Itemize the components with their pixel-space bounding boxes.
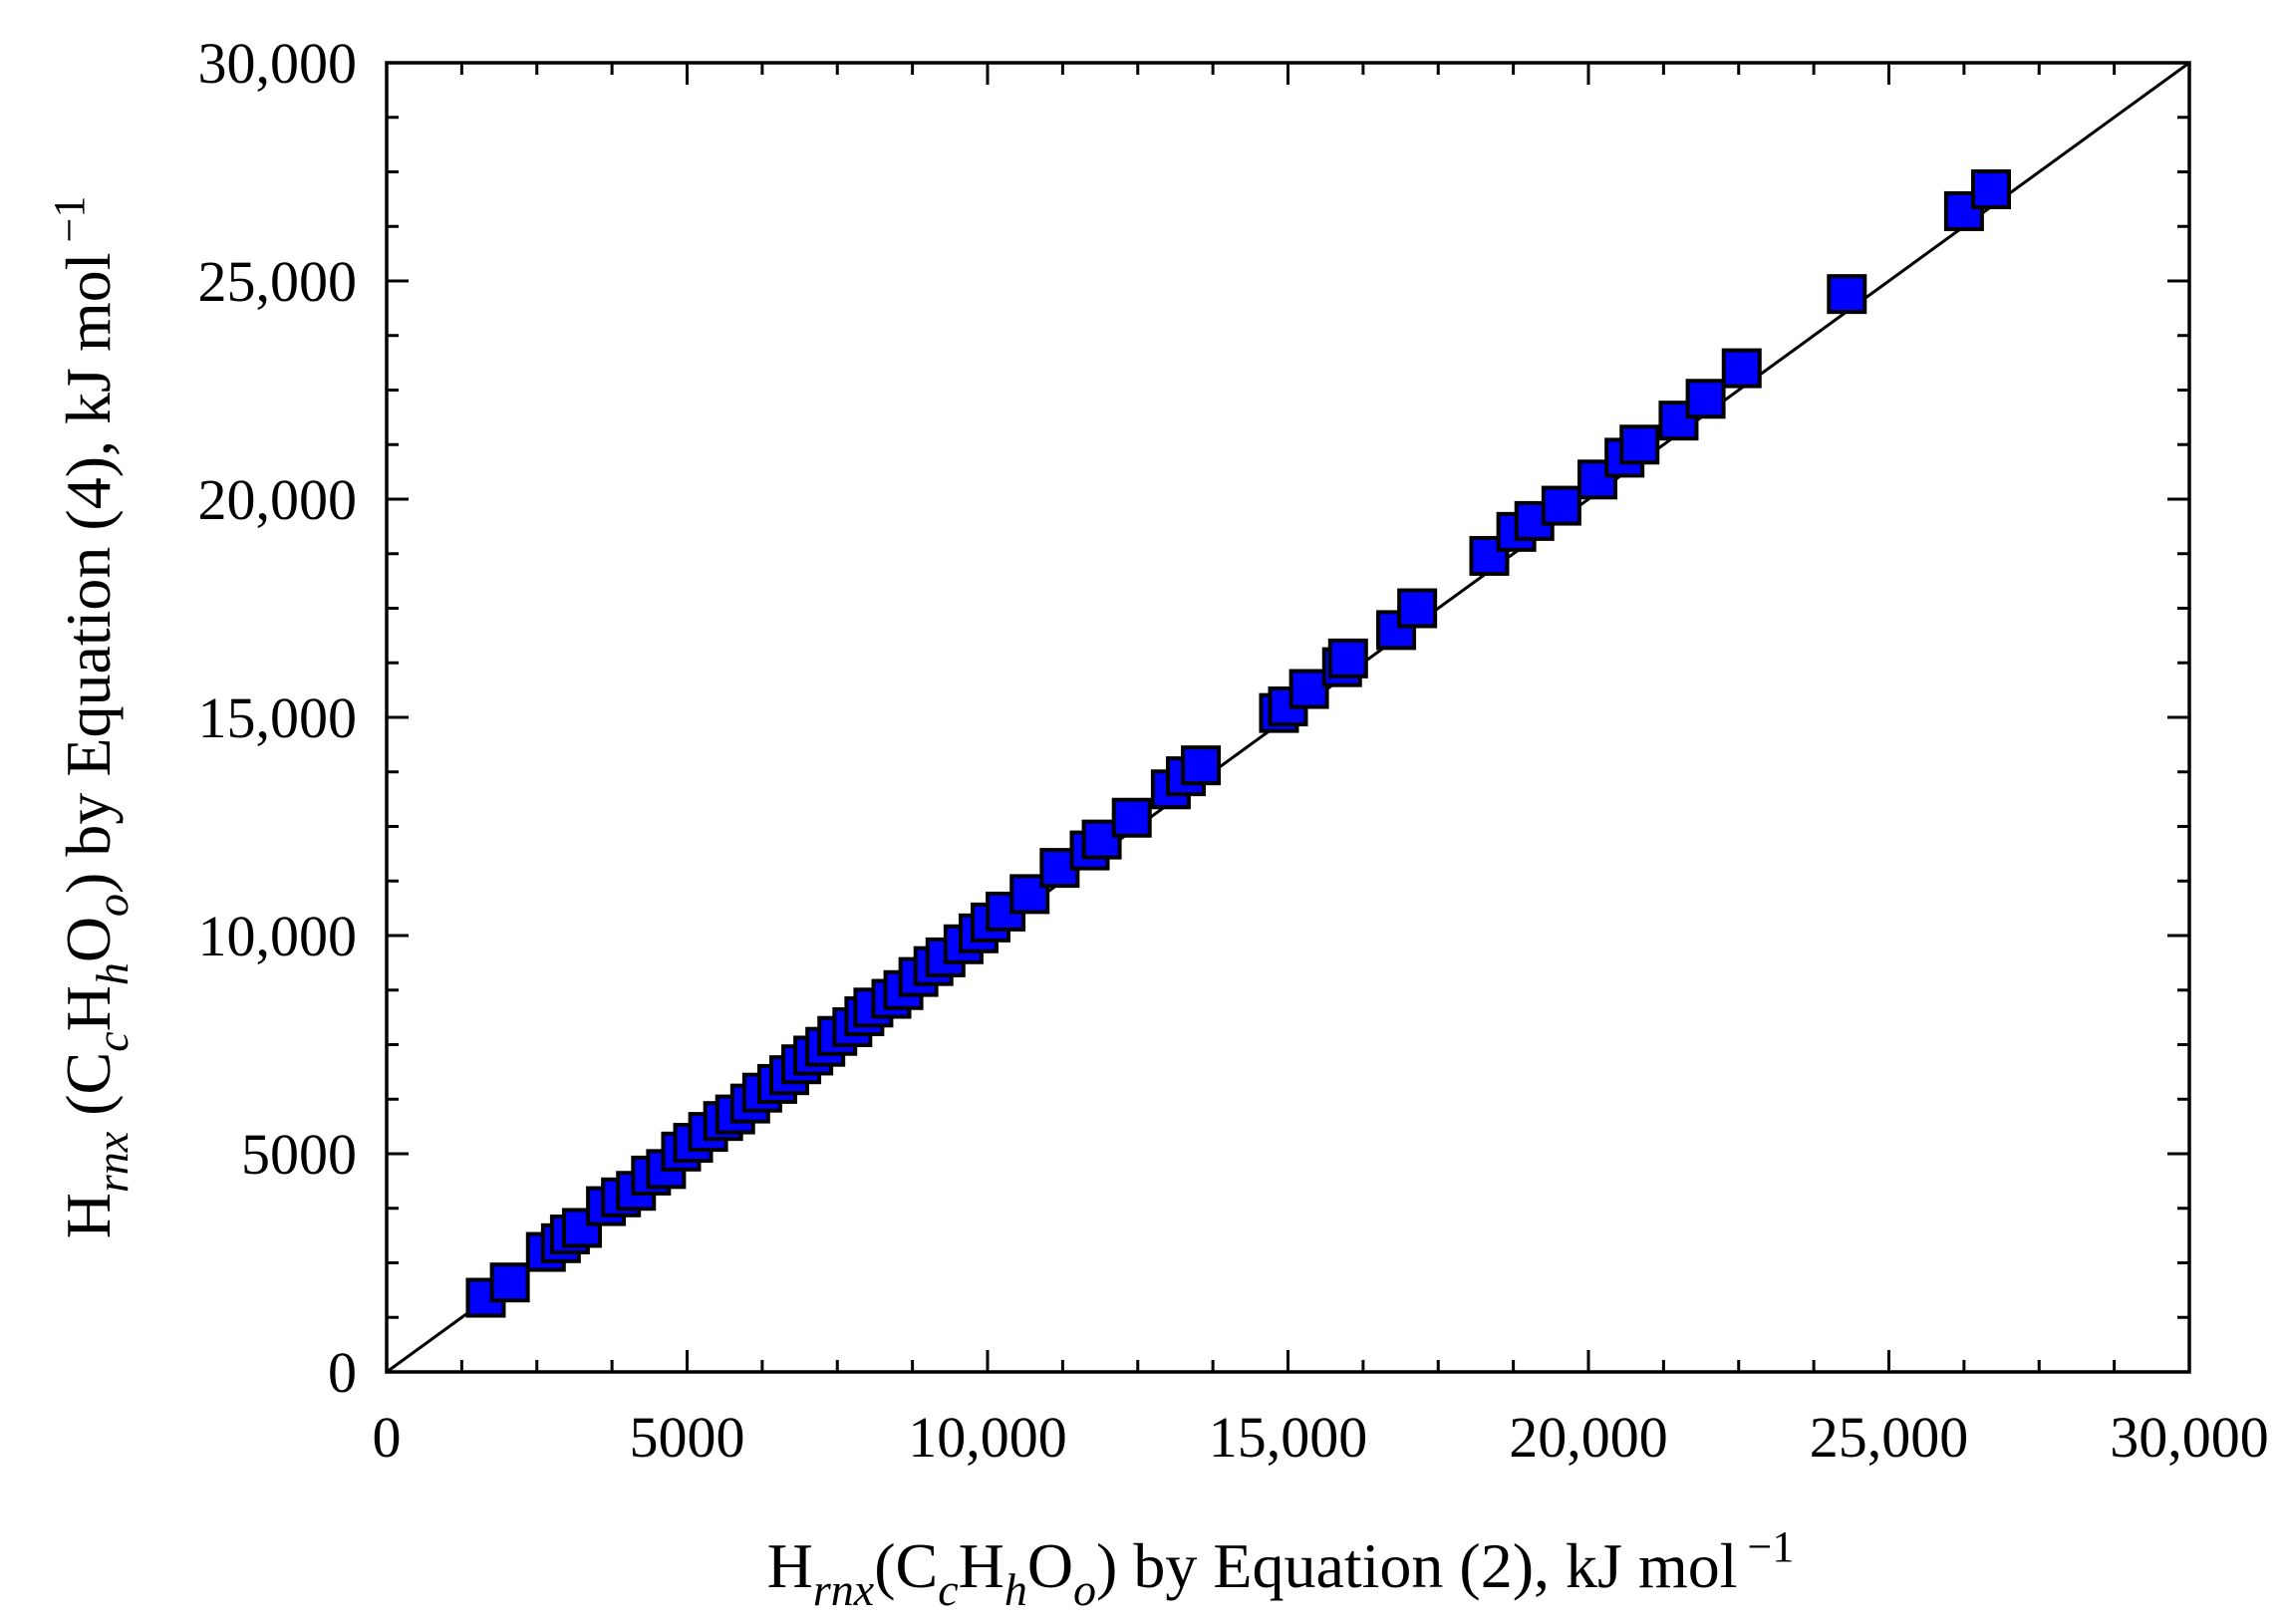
y-tick-label: 30,000	[198, 31, 358, 96]
x-tick-label: 0	[373, 1405, 402, 1470]
data-point	[1376, 610, 1417, 651]
data-point	[1619, 424, 1660, 465]
data-point	[1971, 169, 2012, 210]
data-points	[465, 169, 2012, 1318]
y-axis-title: Hrnx (CcHhOo) by Equation (4), kJ mol−1	[45, 196, 138, 1239]
x-tick-label: 10,000	[908, 1405, 1067, 1470]
data-point	[1009, 874, 1050, 915]
x-tick-label: 25,000	[1810, 1405, 1969, 1470]
x-tick-label: 15,000	[1209, 1405, 1368, 1470]
y-tick-label: 10,000	[198, 904, 358, 968]
data-point	[1685, 379, 1726, 419]
x-axis-title: Hrnx(CcHhOo) by Equation (2), kJ mol −1	[767, 1522, 1795, 1615]
data-point	[1111, 797, 1152, 838]
x-axis: 0 5000 10,000 15,000 20,000 25,000 30,000	[373, 63, 2269, 1470]
data-point	[1541, 485, 1581, 526]
y-tick-label: 20,000	[198, 467, 358, 532]
y-tick-label: 25,000	[198, 249, 358, 314]
data-point	[1288, 669, 1329, 709]
x-tick-label: 20,000	[1509, 1405, 1668, 1470]
data-point	[1181, 745, 1222, 786]
y-tick-label: 0	[328, 1340, 357, 1405]
x-tick-label: 5000	[630, 1405, 745, 1470]
y-tick-label: 5000	[241, 1122, 357, 1187]
x-tick-label: 30,000	[2110, 1405, 2269, 1470]
data-point	[1397, 588, 1438, 629]
data-point	[1827, 274, 1867, 315]
data-point	[1327, 638, 1368, 678]
data-point	[1721, 348, 1762, 389]
data-point	[1943, 190, 1984, 231]
y-tick-label: 15,000	[198, 685, 358, 750]
y-axis: 0 5000 10,000 15,000 20,000 25,000 30,000	[198, 31, 2189, 1405]
data-point	[489, 1262, 530, 1303]
